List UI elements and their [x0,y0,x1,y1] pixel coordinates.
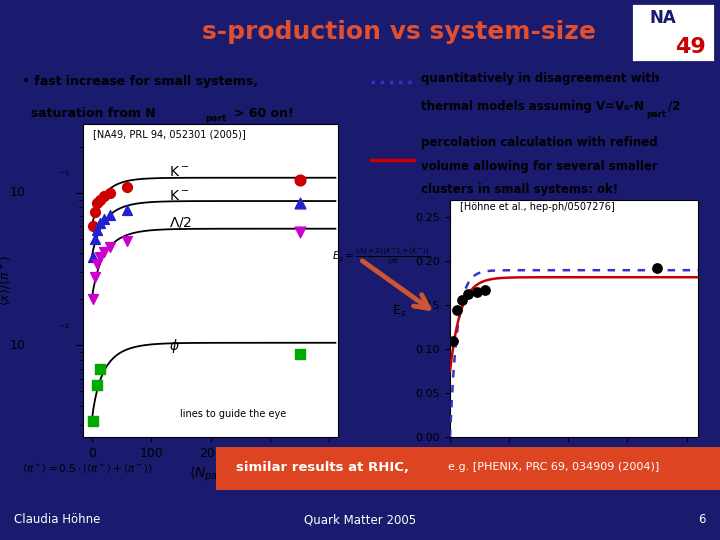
Point [104,211,115,220]
Text: volume allowing for several smaller: volume allowing for several smaller [421,160,658,173]
X-axis label: $\langle N_{part} \rangle$: $\langle N_{part} \rangle$ [189,464,232,484]
Text: Claudia Höhne: Claudia Höhne [14,513,101,526]
Text: • fast increase for small systems,: • fast increase for small systems, [22,76,258,89]
Point [294,199,305,208]
Text: $\langle x \rangle / \langle \pi^+ \rangle$: $\langle x \rangle / \langle \pi^+ \rang… [0,255,14,306]
Y-axis label: E$_s$: E$_s$ [392,303,406,319]
Point [294,176,305,185]
Text: saturation from N: saturation from N [22,107,156,120]
Text: percolation calculation with refined: percolation calculation with refined [421,136,658,149]
Text: K$^-$: K$^-$ [169,165,189,179]
Text: > 60 on!: > 60 on! [234,107,294,120]
Point [91,381,103,389]
Point [294,228,305,237]
Text: $^{-1}$: $^{-1}$ [58,170,70,180]
Point [122,183,133,192]
Point [122,206,133,214]
Text: [Höhne et al., hep-ph/0507276]: [Höhne et al., hep-ph/0507276] [460,202,615,212]
Text: 6: 6 [698,513,706,526]
Point [87,295,99,303]
Point [89,207,101,216]
Text: quantitatively in disagreement with: quantitatively in disagreement with [421,72,660,85]
Point [98,192,109,200]
Point [447,336,459,345]
Point [89,273,101,281]
Text: A: A [91,22,108,43]
FancyBboxPatch shape [216,447,720,490]
Point [104,242,115,251]
Text: $\langle\pi^+\rangle = 0.5\cdot(\langle\pi^+\rangle + \langle\pi^-\rangle)$: $\langle\pi^+\rangle = 0.5\cdot(\langle\… [22,461,152,476]
Text: NA: NA [649,9,677,27]
Point [89,234,101,243]
Text: K$^-$: K$^-$ [169,188,189,202]
Point [87,252,99,261]
Text: $^{-2}$: $^{-2}$ [58,323,70,333]
Text: part: part [646,111,666,119]
Point [98,247,109,256]
FancyBboxPatch shape [631,3,716,62]
Point [98,215,109,224]
Text: similar results at RHIC,: similar results at RHIC, [236,461,409,474]
Text: part: part [205,114,227,123]
X-axis label: N$_\mathrm{wcurd}$: N$_\mathrm{wcurd}$ [556,461,593,476]
Point [471,288,482,296]
Point [104,188,115,197]
Text: $\Lambda/2$: $\Lambda/2$ [169,215,192,230]
Text: /2: /2 [668,100,680,113]
Text: $\phi$: $\phi$ [169,337,180,355]
Point [87,417,99,426]
Point [462,289,474,298]
Point [94,219,106,227]
Text: 158: 158 [27,22,77,43]
Text: $E_s = \frac{\langle\Lambda\rangle+2(\langle K^-\rangle+\langle\bar{K}^-\rangle): $E_s = \frac{\langle\Lambda\rangle+2(\la… [333,245,431,267]
Point [91,260,103,268]
Point [451,306,463,314]
Point [122,237,133,246]
Point [87,222,99,231]
Point [91,199,103,208]
Point [91,226,103,234]
Point [480,285,491,294]
Point [652,264,663,273]
Text: $10$: $10$ [9,186,27,199]
Text: [NA49, PRL 94, 052301 (2005)]: [NA49, PRL 94, 052301 (2005)] [93,129,246,139]
Text: lines to guide the eye: lines to guide the eye [180,409,286,419]
Point [294,349,305,358]
Text: s-production vs system-size: s-production vs system-size [202,21,596,44]
Text: GeV: GeV [109,22,157,43]
Text: Quark Matter 2005: Quark Matter 2005 [304,513,416,526]
Text: thermal models assuming V=V₀·N: thermal models assuming V=V₀·N [421,100,644,113]
Text: 49: 49 [675,37,706,57]
Point [94,195,106,204]
Text: clusters in small systems: ok!: clusters in small systems: ok! [421,184,618,197]
Text: $10$: $10$ [9,339,27,352]
Text: e.g. [PHENIX, PRC 69, 034909 (2004)]: e.g. [PHENIX, PRC 69, 034909 (2004)] [448,462,659,472]
Point [456,296,467,305]
Point [94,364,106,373]
Point [94,252,106,261]
